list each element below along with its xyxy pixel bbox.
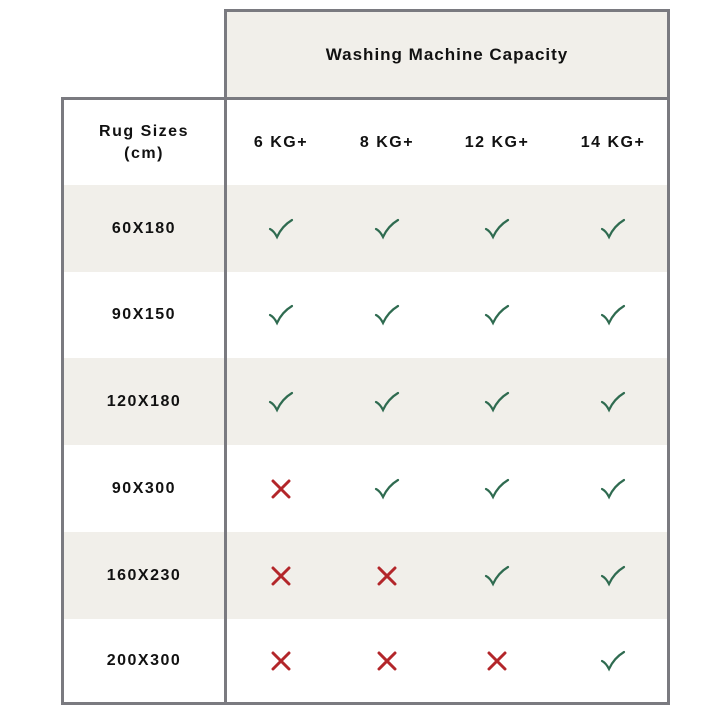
rug-size: 90X150: [111, 306, 177, 323]
column-divider: [224, 97, 227, 705]
fit-cell: [231, 445, 331, 532]
column-header: 14 KG+: [580, 133, 646, 151]
fit-cell: [447, 272, 547, 358]
fit-cell: [231, 272, 331, 358]
cross-icon: [377, 566, 397, 585]
check-icon: [600, 304, 626, 326]
check-icon: [600, 650, 626, 672]
check-icon: [600, 218, 626, 240]
table-row: 160X230: [64, 532, 667, 619]
cross-icon: [377, 651, 397, 670]
fit-cell: [563, 532, 663, 619]
fit-cell: [337, 358, 437, 445]
fit-cell: [231, 619, 331, 702]
cross-icon: [271, 651, 291, 670]
table-row: 60X180: [64, 185, 667, 272]
check-icon: [600, 565, 626, 587]
rug-size: 120X180: [106, 392, 182, 410]
fit-cell: [337, 185, 437, 272]
check-icon: [268, 391, 294, 413]
fit-cell: [563, 619, 663, 702]
cross-icon: [271, 479, 291, 498]
fit-cell: [337, 532, 437, 619]
column-header: 6 KG+: [253, 133, 309, 151]
header-row: Rug Sizes (cm) 6 KG+ 8 KG+ 12 KG+ 14 KG+: [64, 100, 667, 185]
check-icon: [484, 478, 510, 500]
fit-cell: [231, 185, 331, 272]
fit-cell: [563, 272, 663, 358]
fit-cell: [447, 532, 547, 619]
column-header: 8 KG+: [359, 133, 415, 151]
cross-icon: [271, 566, 291, 585]
fit-cell: [337, 272, 437, 358]
fit-cell: [447, 185, 547, 272]
rug-size: 200X300: [106, 651, 182, 669]
check-icon: [600, 391, 626, 413]
rug-size: 160X230: [106, 566, 182, 584]
check-icon: [484, 565, 510, 587]
cross-icon: [487, 651, 507, 670]
rug-size: 90X300: [111, 479, 177, 497]
fit-cell: [337, 445, 437, 532]
check-icon: [374, 478, 400, 500]
fit-cell: [447, 445, 547, 532]
unit-label: (cm): [124, 144, 164, 162]
check-icon: [268, 218, 294, 240]
fit-cell: [231, 532, 331, 619]
check-icon: [600, 478, 626, 500]
capacity-header: Washing Machine Capacity: [224, 9, 670, 100]
fit-cell: [337, 619, 437, 702]
check-icon: [268, 304, 294, 326]
rug-size: 60X180: [111, 219, 177, 237]
check-icon: [484, 391, 510, 413]
fit-cell: [231, 358, 331, 445]
fit-cell: [447, 358, 547, 445]
table-row: 90X150: [64, 272, 667, 358]
fit-cell: [563, 445, 663, 532]
table-row: 200X300: [64, 619, 667, 702]
table-title: Washing Machine Capacity: [325, 44, 569, 64]
fit-cell: [563, 185, 663, 272]
table-row: 90X300: [64, 445, 667, 532]
check-icon: [374, 391, 400, 413]
column-header: 12 KG+: [464, 133, 530, 151]
table-row: 120X180: [64, 358, 667, 445]
check-icon: [484, 304, 510, 326]
fit-cell: [447, 619, 547, 702]
check-icon: [374, 218, 400, 240]
rug-sizes-label: Rug Sizes: [99, 122, 189, 140]
fit-cell: [563, 358, 663, 445]
check-icon: [484, 218, 510, 240]
check-icon: [374, 304, 400, 326]
rug-sizes-header: Rug Sizes (cm): [64, 100, 224, 185]
compatibility-table: [61, 97, 670, 705]
